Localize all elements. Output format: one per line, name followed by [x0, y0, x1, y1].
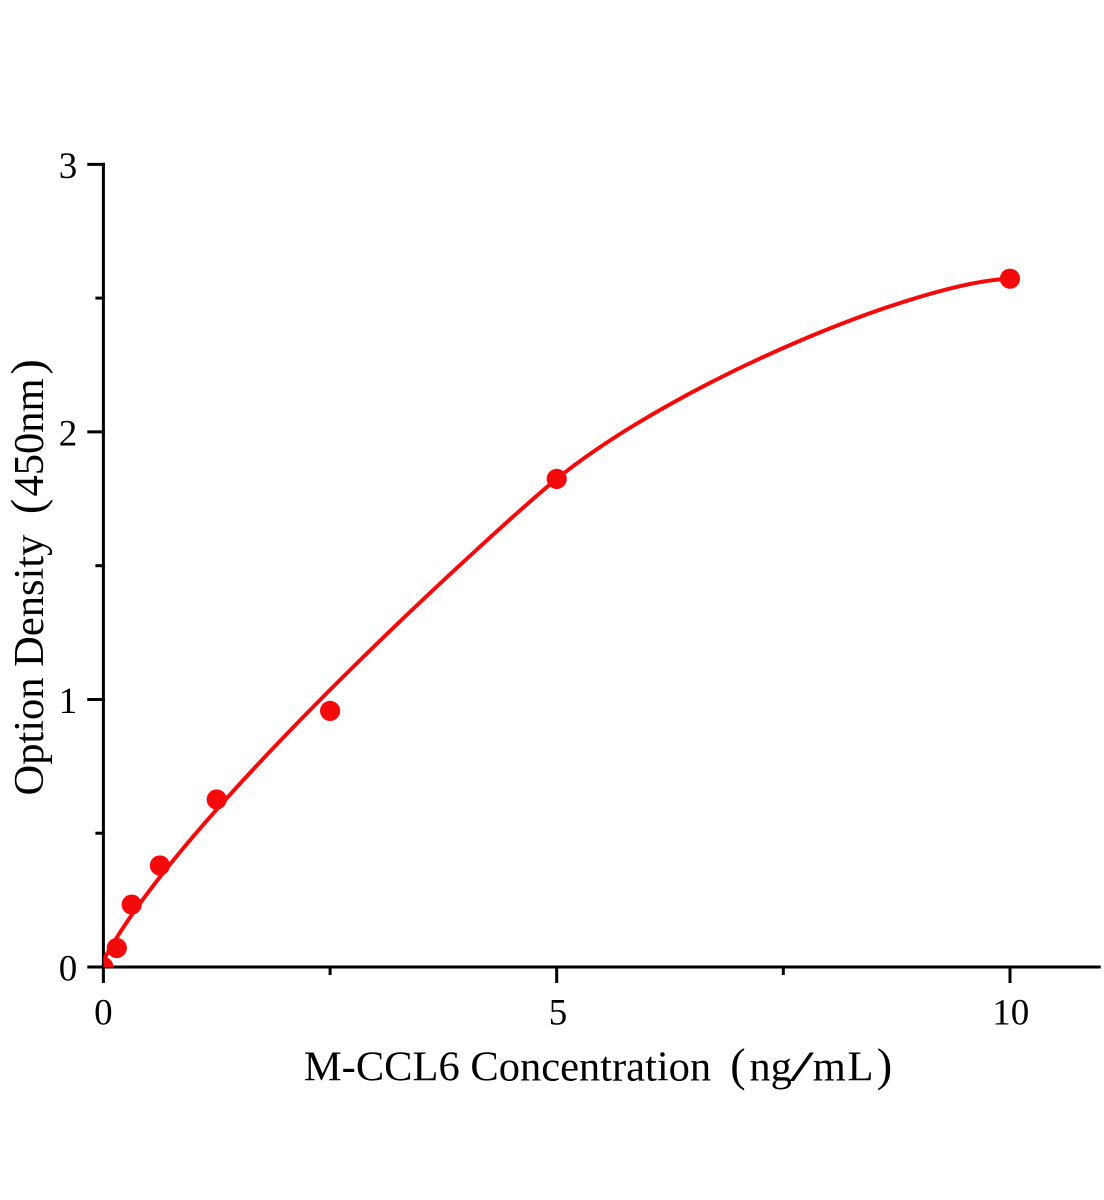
svg-text:/: / [790, 1043, 815, 1090]
svg-text:): ) [3, 359, 54, 374]
svg-text:ng: ng [749, 1044, 792, 1091]
svg-text:5: 5 [549, 993, 568, 1034]
svg-text:0: 0 [59, 949, 78, 990]
svg-text:1: 1 [59, 681, 78, 722]
svg-text:(: ( [730, 1041, 745, 1092]
svg-text:10: 10 [992, 993, 1029, 1034]
svg-text:m: m [813, 1044, 846, 1091]
svg-text:3: 3 [59, 146, 78, 187]
svg-text:L: L [848, 1044, 874, 1091]
svg-text:450nm: 450nm [6, 378, 53, 496]
svg-text:): ) [877, 1041, 892, 1092]
svg-text:M-CCL6 Concentration: M-CCL6 Concentration [304, 1044, 711, 1091]
svg-text:2: 2 [59, 414, 78, 455]
svg-text:0: 0 [94, 993, 113, 1034]
svg-text:(: ( [3, 499, 54, 514]
svg-text:Option Density: Option Density [6, 534, 53, 796]
